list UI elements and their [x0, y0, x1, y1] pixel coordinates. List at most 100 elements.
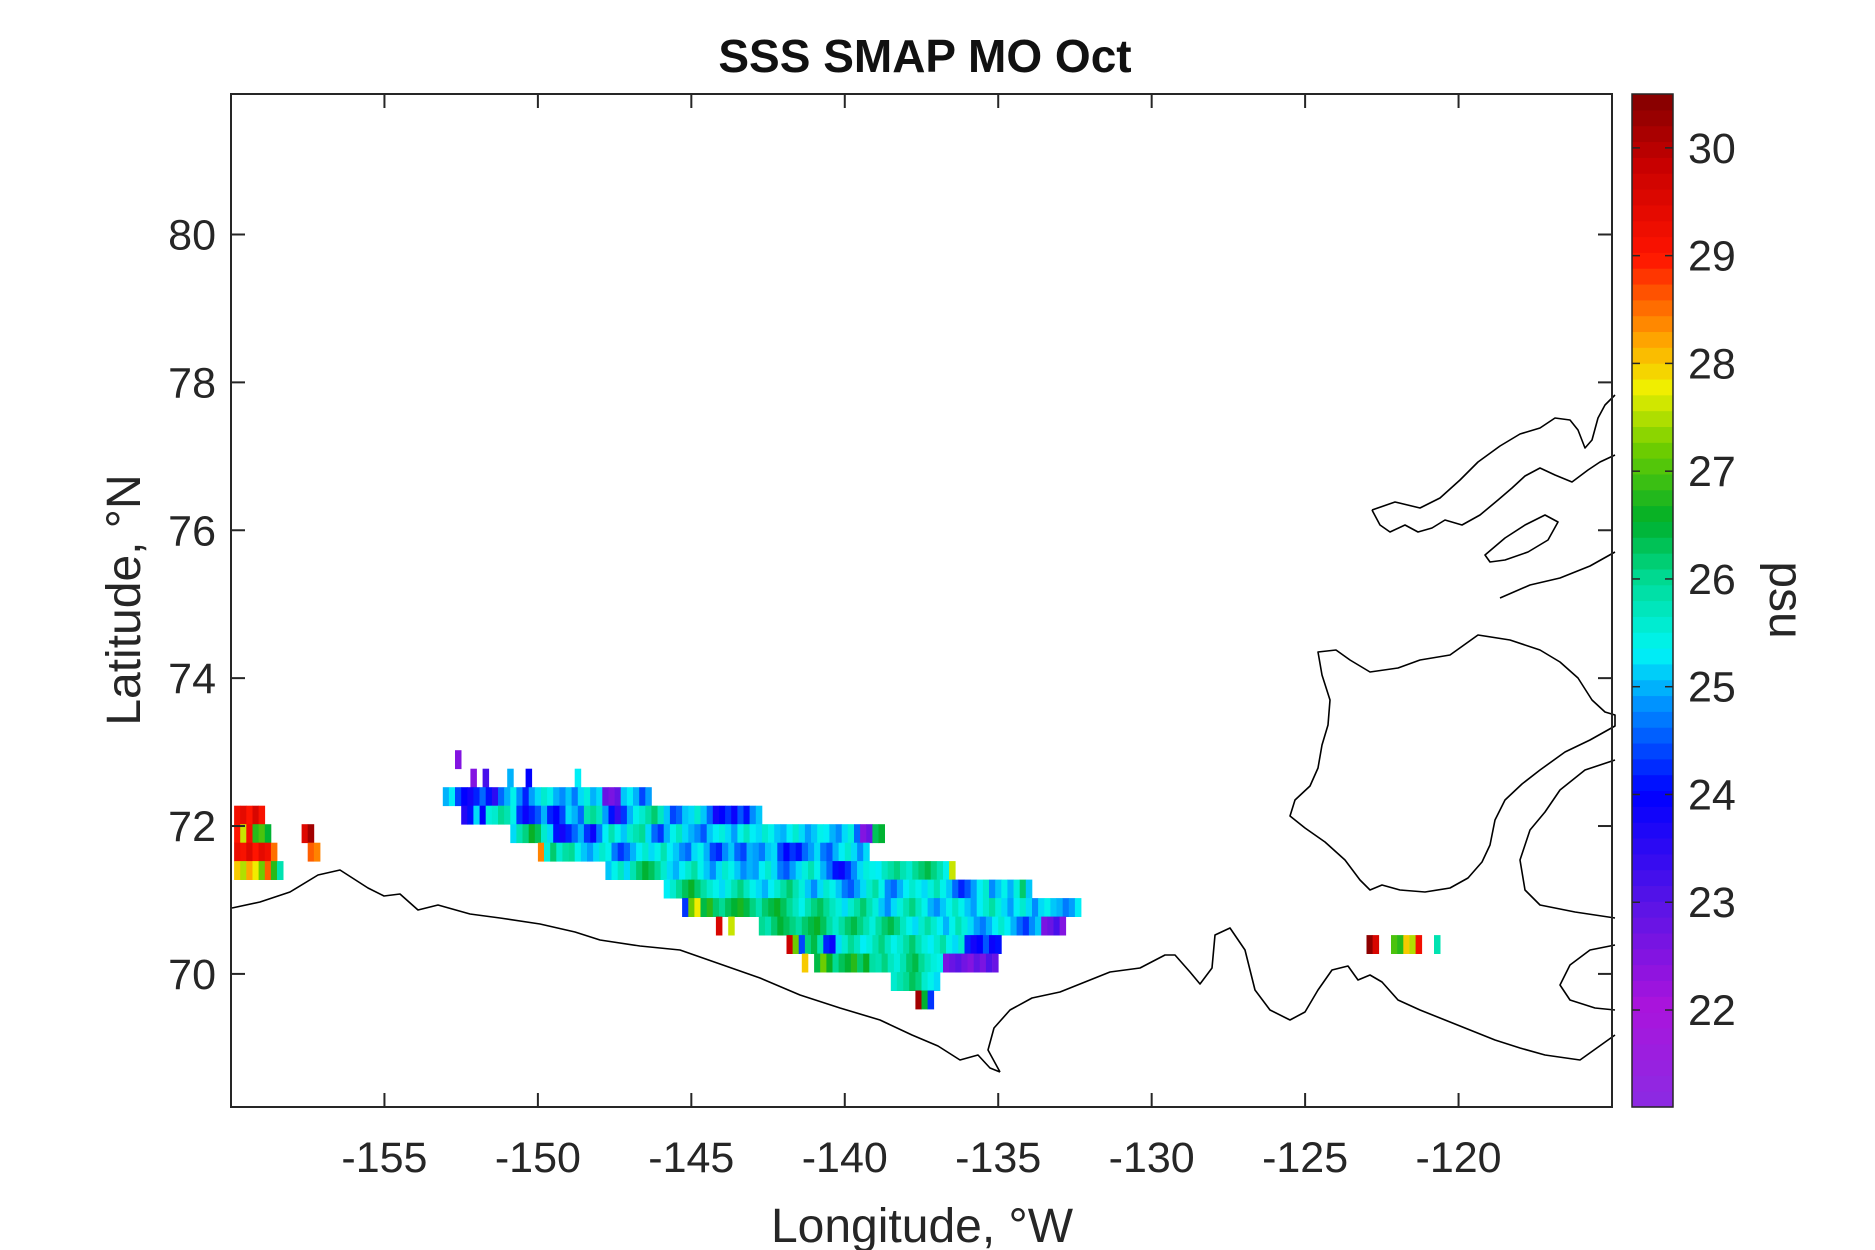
heatmap-cell: [734, 842, 741, 862]
heatmap-cell: [590, 805, 597, 825]
heatmap-cell: [952, 898, 959, 917]
heatmap-cell: [660, 842, 668, 862]
heatmap-cell: [682, 879, 689, 899]
colorbar-segment: [1632, 600, 1673, 617]
heatmap-cell: [860, 824, 867, 844]
heatmap-cell: [485, 805, 493, 825]
heatmap-cell: [467, 805, 474, 825]
heatmap-cell: [534, 805, 542, 825]
heatmap-cell: [783, 861, 790, 880]
heatmap-cell: [792, 898, 800, 917]
heatmap-cell: [758, 916, 766, 936]
heatmap-cell: [789, 916, 796, 936]
heatmap-cell: [761, 824, 769, 844]
colorbar-segment: [1632, 283, 1673, 301]
heatmap-cell: [719, 879, 726, 899]
heatmap-cell: [1403, 935, 1410, 954]
heatmap-cell: [875, 916, 882, 936]
heatmap-cell: [857, 953, 864, 973]
colorbar-tick-label: 28: [1688, 340, 1736, 388]
colorbar-segment: [1632, 489, 1673, 507]
colorbar-segment: [1632, 505, 1673, 522]
heatmap-cell: [568, 842, 576, 862]
heatmap-cell: [780, 898, 787, 917]
heatmap-cell: [626, 805, 634, 825]
heatmap-cell: [485, 787, 493, 807]
heatmap-cell: [930, 916, 938, 936]
colorbar-segment: [1632, 378, 1673, 396]
heatmap-cell: [814, 842, 821, 862]
heatmap-cell: [936, 916, 944, 936]
heatmap-cell: [1028, 916, 1036, 936]
heatmap-cell: [789, 842, 796, 862]
heatmap-cell: [743, 898, 750, 917]
heatmap-cell: [270, 861, 278, 880]
heatmap-cell: [854, 824, 861, 844]
heatmap-cell: [814, 861, 821, 880]
x-tick-label: -130: [1109, 1134, 1195, 1182]
coastline-melville-south: [1371, 454, 1616, 533]
heatmap-cell: [992, 916, 999, 936]
heatmap-cell: [985, 916, 993, 936]
heatmap-cell: [835, 879, 843, 899]
heatmap-cell: [697, 842, 704, 862]
heatmap-cell: [482, 768, 490, 788]
heatmap-cell: [909, 879, 916, 899]
heatmap-cell: [798, 935, 806, 954]
heatmap-cell: [565, 805, 572, 825]
colorbar-segment: [1632, 1059, 1673, 1076]
heatmap-cell: [1007, 898, 1014, 917]
heatmap-cell: [313, 842, 321, 862]
heatmap-cell: [866, 879, 873, 899]
heatmap-cell: [728, 842, 735, 862]
heatmap-cell: [522, 824, 529, 844]
heatmap-cell: [811, 824, 818, 844]
heatmap-cell: [593, 842, 600, 862]
heatmap-cell: [961, 953, 968, 973]
heatmap-cell: [504, 787, 511, 807]
plot-frame: [230, 93, 1613, 1108]
x-tick-label: -155: [341, 1134, 427, 1182]
heatmap-cell: [884, 898, 892, 917]
heatmap-cell: [1409, 935, 1416, 954]
heatmap-cell: [614, 824, 622, 844]
heatmap-cell: [860, 898, 867, 917]
heatmap-cell: [491, 805, 499, 825]
heatmap-cell: [823, 824, 830, 844]
heatmap-cell: [835, 935, 843, 954]
heatmap-cell: [946, 935, 953, 954]
heatmap-cell: [746, 842, 754, 862]
coastline-victoria-lower: [1559, 944, 1616, 1011]
heatmap-cell: [617, 861, 625, 880]
heatmap-cell: [860, 935, 867, 954]
heatmap-cell: [731, 824, 738, 844]
heatmap-cell: [743, 805, 750, 825]
heatmap-cell: [691, 842, 698, 862]
heatmap-cell: [301, 824, 309, 844]
heatmap-cell: [921, 972, 928, 991]
heatmap-cell: [467, 787, 474, 807]
heatmap-cell: [510, 787, 517, 807]
heatmap-cell: [587, 842, 594, 862]
heatmap-cell: [516, 805, 523, 825]
y-tick-label: 70: [168, 951, 216, 999]
heatmap-cell: [967, 953, 974, 973]
heatmap-cell: [755, 805, 763, 825]
heatmap-cell: [933, 898, 941, 917]
heatmap-cell: [669, 805, 677, 825]
colorbar-segment: [1632, 553, 1673, 570]
heatmap-cell: [669, 879, 677, 899]
heatmap-cell: [608, 805, 615, 825]
heatmap-cell: [768, 898, 775, 917]
colorbar-segment: [1632, 568, 1673, 586]
heatmap-cell: [240, 861, 247, 880]
heatmap-cell: [967, 916, 974, 936]
colorbar-segment: [1632, 901, 1673, 918]
heatmap-cell: [949, 953, 956, 973]
heatmap-cell: [884, 935, 892, 954]
heatmap-cell: [571, 805, 579, 825]
colorbar-segment: [1632, 252, 1673, 269]
heatmap-cell: [639, 787, 646, 807]
heatmap-cell: [541, 787, 548, 807]
heatmap-cell: [510, 824, 517, 844]
